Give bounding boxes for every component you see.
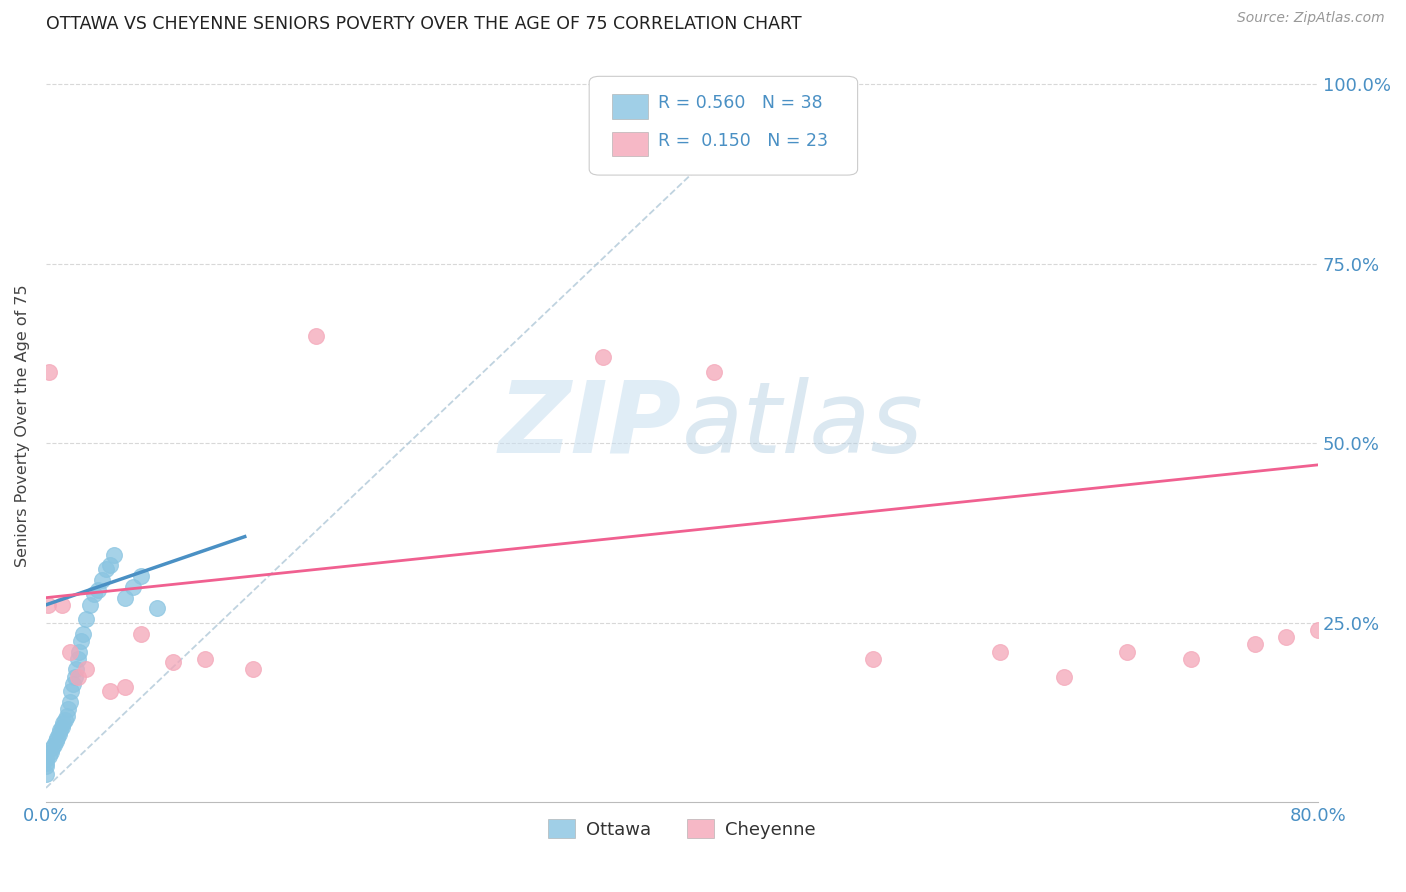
Point — [103, 548, 125, 562]
Point — [242, 663, 264, 677]
Point — [62, 677, 84, 691]
Text: R =  0.150   N = 23: R = 0.150 N = 23 — [658, 132, 828, 150]
Point — [38, 748, 60, 763]
Point — [114, 591, 136, 605]
Point — [90, 573, 112, 587]
Point — [98, 558, 121, 573]
FancyBboxPatch shape — [612, 95, 648, 119]
Point — [49, 723, 72, 738]
Point — [1053, 670, 1076, 684]
Point — [35, 759, 58, 773]
Text: OTTAWA VS CHEYENNE SENIORS POVERTY OVER THE AGE OF 75 CORRELATION CHART: OTTAWA VS CHEYENNE SENIORS POVERTY OVER … — [46, 15, 801, 33]
Point — [52, 716, 75, 731]
Point — [60, 684, 83, 698]
Point — [1275, 630, 1298, 644]
FancyBboxPatch shape — [589, 77, 858, 175]
Point — [194, 651, 217, 665]
Point — [67, 644, 90, 658]
Point — [38, 364, 60, 378]
Text: ZIP: ZIP — [499, 376, 682, 474]
Y-axis label: Seniors Poverty Over the Age of 75: Seniors Poverty Over the Age of 75 — [15, 284, 30, 566]
Point — [66, 670, 89, 684]
Point — [66, 651, 89, 665]
Point — [39, 745, 62, 759]
Point — [131, 626, 153, 640]
Point — [703, 364, 725, 378]
Point — [75, 663, 97, 677]
Point — [83, 587, 105, 601]
Point — [51, 598, 73, 612]
Point — [1308, 623, 1330, 637]
Point — [51, 720, 73, 734]
Point — [131, 569, 153, 583]
Text: Source: ZipAtlas.com: Source: ZipAtlas.com — [1237, 11, 1385, 25]
Point — [35, 752, 58, 766]
Point — [114, 681, 136, 695]
Point — [75, 612, 97, 626]
Point — [592, 350, 614, 364]
Point — [53, 713, 76, 727]
Point — [162, 655, 184, 669]
Point — [59, 644, 82, 658]
Point — [41, 741, 63, 756]
Point — [55, 709, 77, 723]
Point — [98, 684, 121, 698]
Text: atlas: atlas — [682, 376, 924, 474]
Point — [72, 626, 94, 640]
Point — [35, 766, 58, 780]
Point — [65, 663, 87, 677]
Point — [58, 702, 80, 716]
FancyBboxPatch shape — [612, 132, 648, 156]
Point — [70, 633, 93, 648]
Point — [63, 670, 86, 684]
Point — [79, 598, 101, 612]
Point — [1116, 644, 1139, 658]
Text: R = 0.560   N = 38: R = 0.560 N = 38 — [658, 95, 823, 112]
Point — [96, 562, 118, 576]
Point — [37, 598, 59, 612]
Point — [862, 651, 884, 665]
Point — [48, 727, 70, 741]
Point — [46, 731, 69, 745]
Point — [1180, 651, 1202, 665]
Point — [122, 580, 145, 594]
Legend: Ottawa, Cheyenne: Ottawa, Cheyenne — [541, 813, 823, 846]
Point — [146, 601, 169, 615]
Point — [87, 583, 110, 598]
Point — [1243, 637, 1265, 651]
Point — [305, 328, 328, 343]
Point — [59, 695, 82, 709]
Point — [988, 644, 1011, 658]
Point — [42, 738, 65, 752]
Point — [35, 756, 58, 770]
Point — [44, 734, 66, 748]
